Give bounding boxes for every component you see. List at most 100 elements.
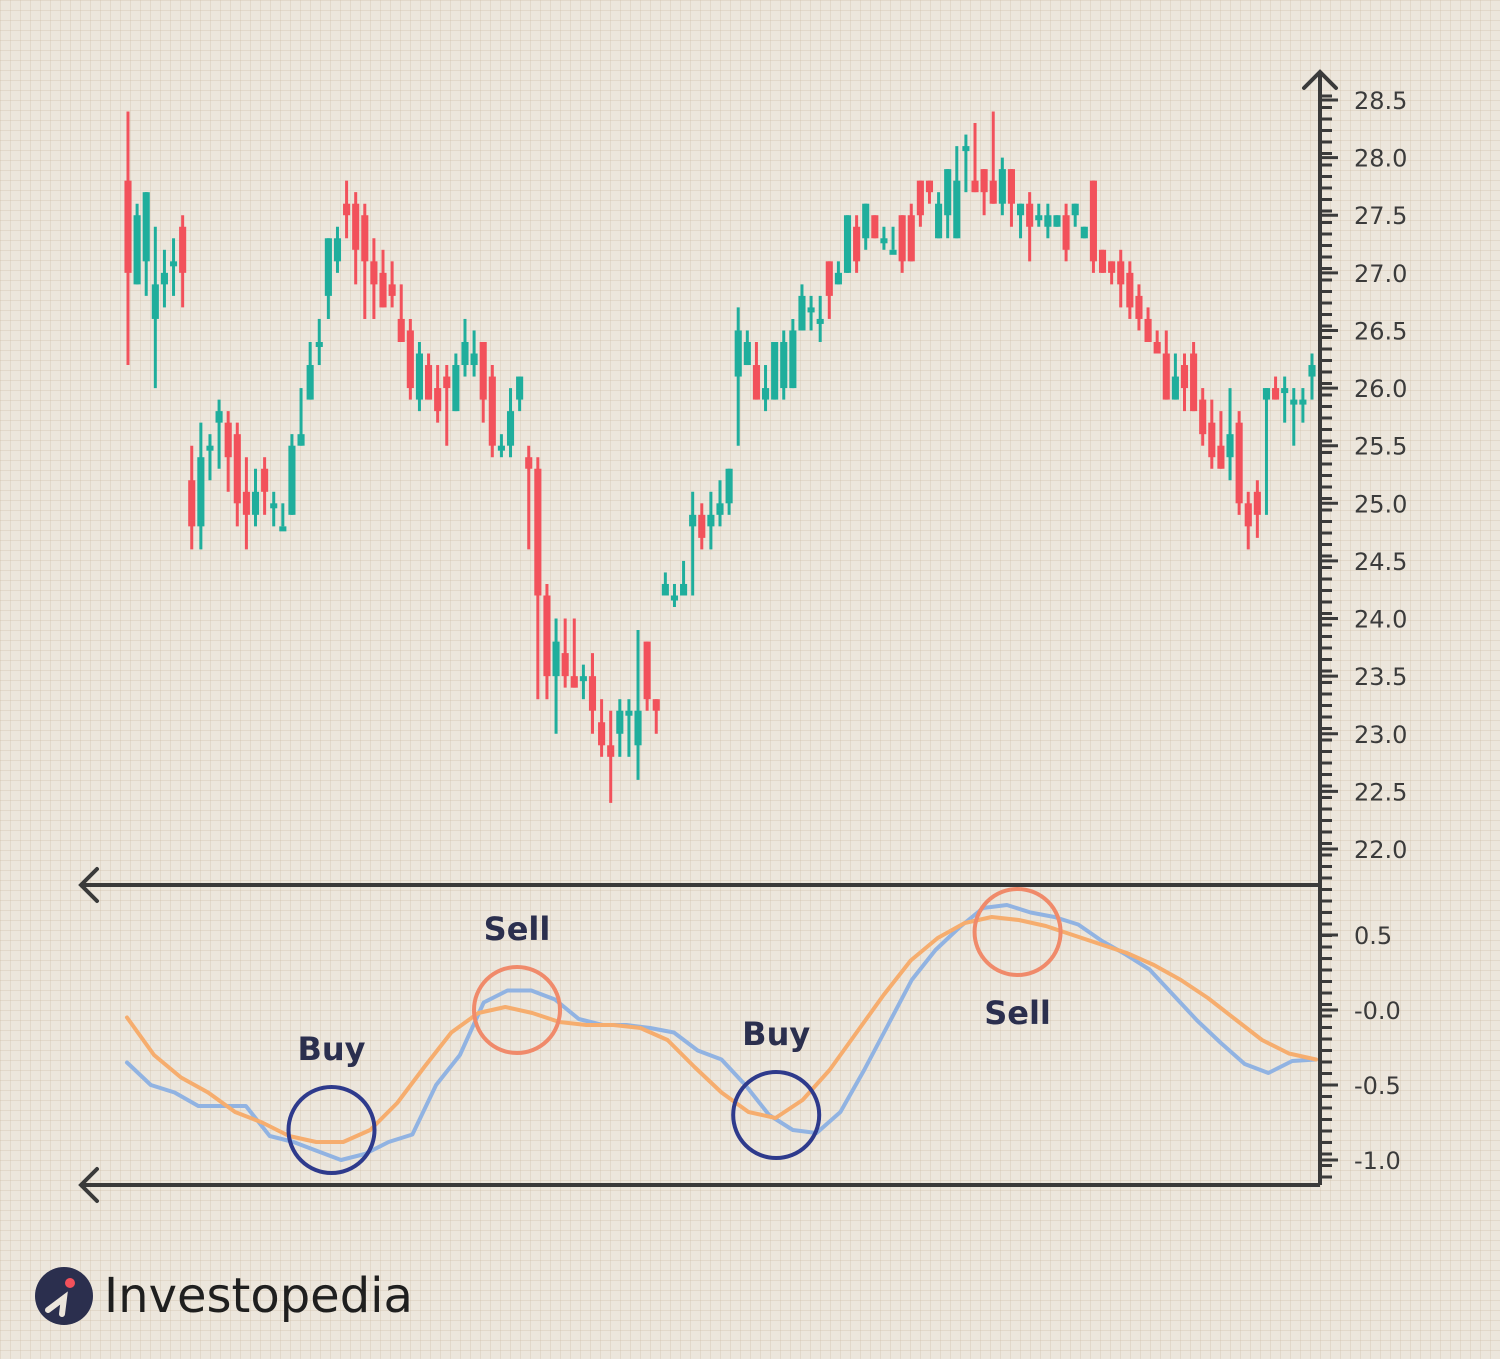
candle-down (1217, 411, 1225, 469)
candle-body (1089, 180, 1097, 262)
candle-body (689, 514, 697, 527)
candle-up (670, 583, 679, 608)
candle-down (853, 215, 861, 273)
candle-up (415, 341, 423, 412)
candle-up (816, 295, 824, 342)
candle-body (843, 215, 852, 273)
candle-down (652, 699, 660, 734)
candle-body (1208, 422, 1216, 458)
candle-body (734, 330, 742, 377)
price-tick-label: 25.0 (1354, 490, 1407, 518)
y-axis-ticks: 28.5 28.0 27.5 27.0 26.5 26.0 25.5 25.0 24.5 24.0… (1320, 87, 1407, 1175)
candle-down (443, 365, 451, 446)
candle-up (169, 238, 178, 296)
price-tick-label: 27.0 (1354, 260, 1407, 288)
price-tick-label: 28.5 (1354, 87, 1407, 115)
candle-up (270, 491, 278, 527)
candle-up (998, 157, 1006, 216)
candle-up (206, 434, 214, 481)
candle-down (379, 249, 387, 308)
candle-body (534, 468, 542, 596)
candle-up (807, 295, 815, 331)
candle-down (434, 365, 442, 423)
candle-body (643, 641, 651, 700)
candle-down (179, 215, 187, 308)
candle-down (898, 215, 906, 273)
candle-up (1044, 203, 1052, 239)
candle-down (1117, 249, 1125, 308)
candle-body (1253, 491, 1261, 515)
candle-body (160, 272, 168, 285)
candle-body (707, 514, 715, 527)
candle-up (1299, 388, 1307, 423)
candle-body (989, 180, 997, 204)
oscillator-tick-label: -0.5 (1354, 1072, 1401, 1100)
candle-body (725, 468, 733, 504)
candle-up (953, 146, 961, 239)
buy-signal-circle (286, 1085, 377, 1175)
candle-body (543, 595, 551, 677)
sell-signal-circle (972, 887, 1063, 977)
candle-body (634, 710, 642, 746)
candle-down (425, 353, 433, 400)
candle-body (1199, 399, 1207, 435)
candle-up (798, 284, 806, 331)
candle-body (1281, 388, 1289, 394)
candle-up (461, 318, 469, 377)
candle-up (1281, 376, 1289, 423)
candle-body (452, 365, 460, 412)
candle-body (306, 365, 314, 400)
candle-down (1135, 284, 1143, 331)
candle-body (980, 169, 988, 193)
candle-down (1190, 341, 1198, 412)
candle-body (1272, 388, 1280, 400)
candle-down (588, 653, 597, 734)
candle-up (306, 341, 314, 400)
candle-up (725, 468, 733, 515)
candle-body (1062, 215, 1070, 250)
candle-body (1308, 365, 1316, 377)
candle-down (1026, 192, 1034, 262)
buy-signal: Buy (731, 1015, 822, 1160)
candle-up (215, 399, 223, 469)
candle-up (743, 330, 751, 366)
candle-up (151, 226, 159, 389)
candle-body (1080, 226, 1088, 239)
candle-down (233, 422, 241, 527)
candle-body (169, 261, 178, 267)
candle-body (215, 411, 223, 423)
sell-signal: Sell (972, 887, 1063, 1032)
candle-down (370, 238, 378, 319)
buy-label: Buy (297, 1030, 365, 1068)
candle-down (907, 203, 915, 262)
candle-up (297, 388, 305, 446)
candle-down (1244, 491, 1252, 550)
candle-up (1035, 203, 1043, 227)
candle-body (1244, 503, 1252, 527)
signal-annotations: Buy Sell Buy Sell (286, 887, 1063, 1175)
candle-body (297, 434, 305, 446)
buy-label: Buy (742, 1015, 810, 1053)
candle-body (743, 341, 751, 366)
candle-up (680, 560, 688, 596)
candle-up (634, 630, 642, 780)
candle-up (625, 699, 633, 757)
candle-body (270, 503, 278, 509)
candle-up (962, 134, 970, 193)
candle-up (834, 261, 842, 285)
candle-up (789, 318, 797, 389)
candle-body (1153, 341, 1161, 354)
price-x-axis-arrow (78, 867, 99, 903)
candle-body (816, 318, 824, 324)
candle-body (670, 595, 679, 601)
candle-up (771, 341, 779, 400)
candle-body (1007, 169, 1015, 204)
candle-up (552, 618, 560, 734)
candle-up (1071, 203, 1079, 227)
candle-up (452, 353, 460, 412)
candle-body (616, 710, 624, 734)
candle-body (607, 745, 615, 757)
candle-body (1162, 353, 1170, 400)
candle-body (470, 353, 478, 366)
candle-down (124, 111, 132, 366)
